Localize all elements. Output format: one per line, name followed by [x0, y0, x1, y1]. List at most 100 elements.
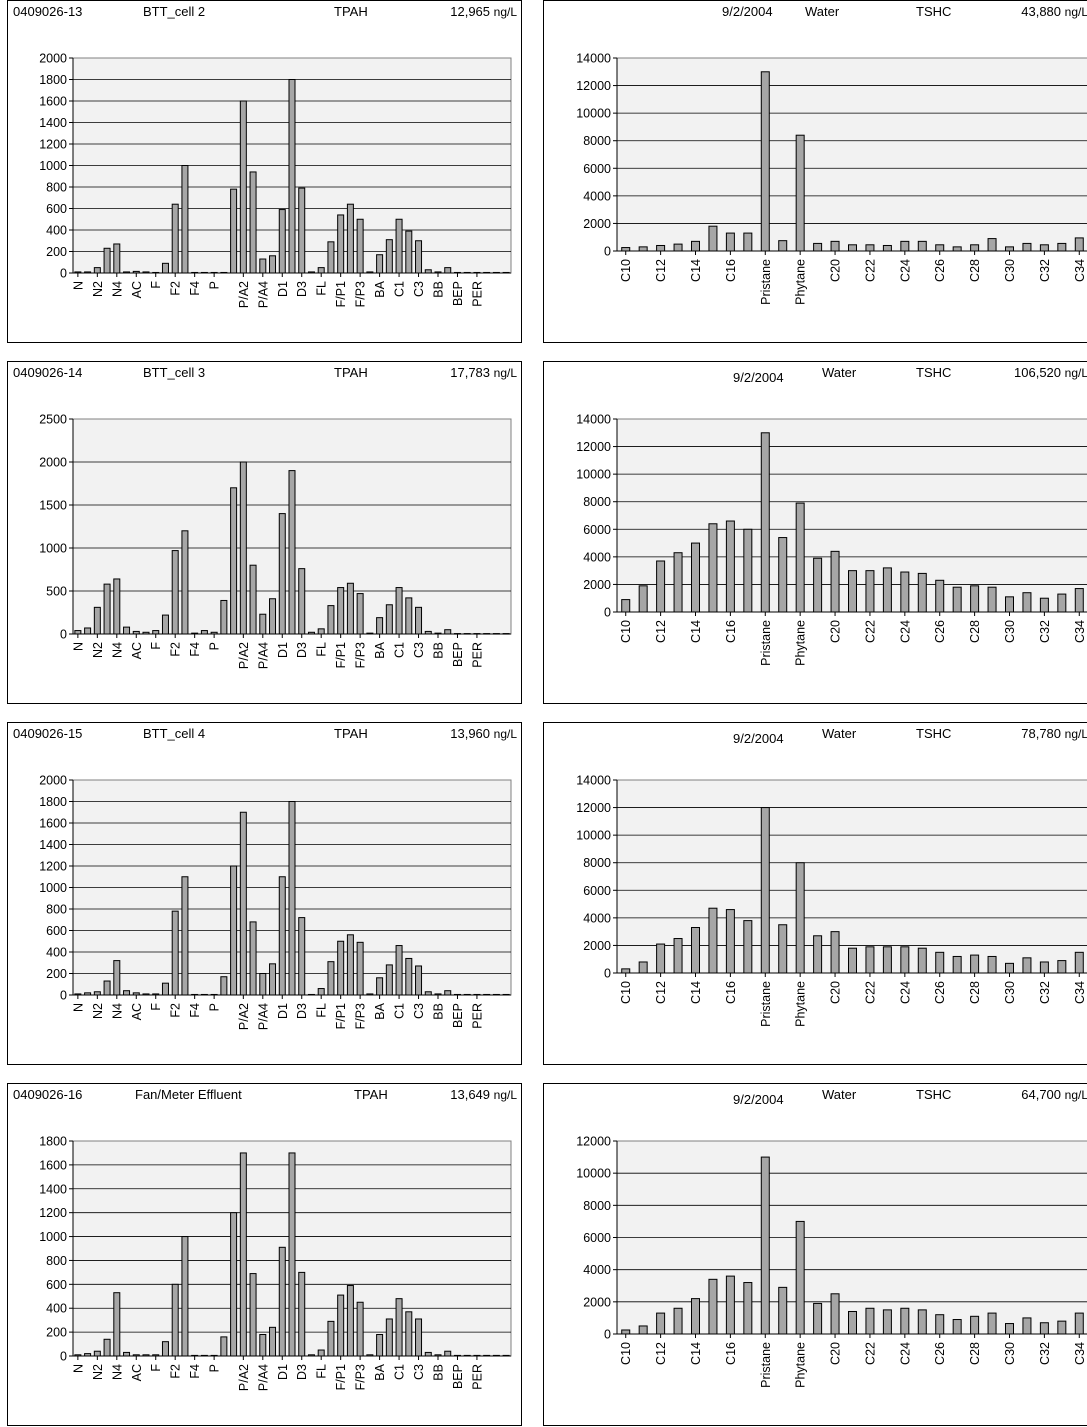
tshc-bar-C13 [673, 552, 683, 613]
tpah-chart: 0 500 1000 1500 2000 2500 N N2 N4 AC F F2 F4 P P/A2 P/A… [39, 413, 512, 669]
tshc-bar-C31 [1022, 957, 1032, 974]
tpah-bar-IN [483, 993, 491, 996]
tshc-xtick-label: C30 [1003, 1342, 1017, 1365]
tpah-bar-N3 [103, 980, 111, 996]
tpah-bar-N1 [84, 992, 92, 996]
tpah-xtick-label: F/P1 [334, 1003, 348, 1029]
tshc-bar-C22 [865, 946, 875, 974]
tpah-bar-C1 [395, 218, 403, 274]
tpah-bar-N3 [103, 247, 111, 274]
tpah-bar-FP4 [366, 993, 374, 996]
tpah-bar-D3 [298, 187, 306, 274]
tpah-ytick-label: 600 [46, 924, 67, 938]
tshc-xtick-label: C14 [689, 981, 703, 1004]
tpah-bar-D1 [278, 1246, 286, 1357]
tshc-bar-C13 [673, 243, 683, 252]
tshc-xtick-label: Pristane [759, 1342, 773, 1388]
tshc-ytick-label: 6000 [583, 162, 611, 176]
tpah-bar-F4 [191, 632, 199, 635]
tshc-bar-Phytane [795, 502, 805, 613]
tpah-bar-AC [132, 630, 140, 635]
tpah-bar-D4 [307, 993, 315, 996]
tpah-bar-B [123, 271, 131, 274]
tpah-xtick-label: BA [373, 641, 387, 658]
tshc-bar-C20 [830, 931, 840, 974]
tpah-xtick-label: PER [470, 1364, 484, 1390]
tshc-chart-svg: 0 2000 4000 6000 8000 10000 12000 14000 C10 C12 C1… [576, 52, 1087, 305]
tpah-bar-N [74, 993, 82, 996]
tshc-bar-C34 [1074, 237, 1084, 252]
tshc-bar-C11 [638, 961, 648, 974]
tshc-bar-C28 [970, 954, 980, 974]
tpah-ytick-label: 500 [46, 585, 67, 599]
tpah-bar-D4 [307, 1354, 315, 1357]
tshc-bar-C29 [987, 586, 997, 613]
tshc-bar-Pristane [760, 71, 770, 252]
tshc-bar-C12 [656, 244, 666, 252]
tpah-xtick-label: AC [130, 281, 144, 298]
tpah-xtick-label: F/P1 [334, 642, 348, 668]
tpah-ytick-label: 1200 [39, 138, 67, 152]
tpah-xtick-label: P/A4 [256, 281, 270, 308]
tshc-bar-C21 [848, 947, 857, 974]
tshc-ytick-label: 2000 [583, 939, 611, 953]
tpah-xtick-label: N [71, 1364, 85, 1373]
tpah-bar-BEP [453, 993, 461, 996]
tshc-bar-C14 [691, 1298, 700, 1335]
unit-label: ng/L [493, 366, 517, 380]
tshc-ytick-label: 10000 [576, 107, 611, 121]
tpah-xtick-label: F/P3 [354, 281, 368, 307]
tpah-bar-C2 [405, 1311, 413, 1357]
tpah-ytick-label: 1000 [39, 881, 67, 895]
sample-id: 0409026-16 [13, 1087, 83, 1102]
tpah-ytick-label: 1800 [39, 1135, 67, 1149]
tpah-bar-D4 [307, 631, 315, 635]
tpah-xtick-label: P/A4 [256, 1003, 270, 1030]
tpah-bar-P [210, 1354, 218, 1357]
tpah-bar-C2 [405, 230, 413, 274]
tshc-bar-C34 [1074, 951, 1084, 974]
tshc-ytick-label: 4000 [583, 911, 611, 925]
tpah-ytick-label: 1600 [39, 1158, 67, 1172]
tpah-bar-FP1 [337, 214, 345, 274]
tpah-xtick-label: FL [315, 1364, 329, 1379]
tpah-bar-BAP [463, 271, 471, 274]
tpah-bar-AE [142, 1354, 150, 1357]
tpah-xtick-label: N2 [91, 1364, 105, 1380]
tpah-bar-D2 [288, 79, 296, 274]
tshc-bar-C29 [987, 238, 997, 252]
tshc-bar-C33 [1057, 593, 1067, 613]
tpah-ytick-label: 800 [46, 181, 67, 195]
tpah-xtick-label: D1 [276, 1003, 290, 1019]
tshc-bar-C23 [882, 946, 892, 974]
tpah-ytick-label: 2000 [39, 456, 67, 470]
tshc-bar-C15 [708, 225, 718, 252]
tpah-xtick-label: F/P3 [354, 1003, 368, 1029]
tpah-bar-C4 [424, 630, 432, 635]
tpah-bar-D0 [269, 255, 277, 274]
tpah-bar-F [152, 630, 160, 635]
tpah-xtick-label: C3 [412, 642, 426, 658]
tpah-bar-PA1 [230, 188, 238, 274]
tshc-bar-C24 [900, 946, 910, 974]
tshc-bar-C16 [725, 520, 735, 613]
tshc-bar-C21 [848, 570, 857, 613]
tpah-xtick-label: BEP [451, 1003, 465, 1028]
tpah-ytick-label: 1600 [39, 817, 67, 831]
unit-label: ng/L [493, 727, 517, 741]
tpah-xtick-label: P [208, 1364, 222, 1372]
tpah-bar-F2 [171, 550, 179, 635]
tpah-bar-D1 [278, 513, 286, 635]
total-value: 17,783 ng/L [450, 365, 517, 380]
total-value: 64,700 ng/L [1021, 1087, 1087, 1102]
tshc-xtick-label: C10 [619, 620, 633, 643]
tpah-bar-F4 [191, 1354, 199, 1357]
tpah-xtick-label: D1 [276, 1364, 290, 1380]
tshc-bar-C18 [778, 1286, 788, 1335]
tpah-xtick-label: F/P1 [334, 1364, 348, 1390]
tpah-bar-N4 [113, 578, 121, 635]
tpah-bar-N3 [103, 583, 111, 635]
total-number: 43,880 [1021, 4, 1062, 19]
tpah-chart-svg: 0 200 400 600 800 1000 1200 1400 1600 1800 2000 N N2… [39, 774, 512, 1030]
sample-date: 9/2/2004 [733, 1092, 784, 1107]
